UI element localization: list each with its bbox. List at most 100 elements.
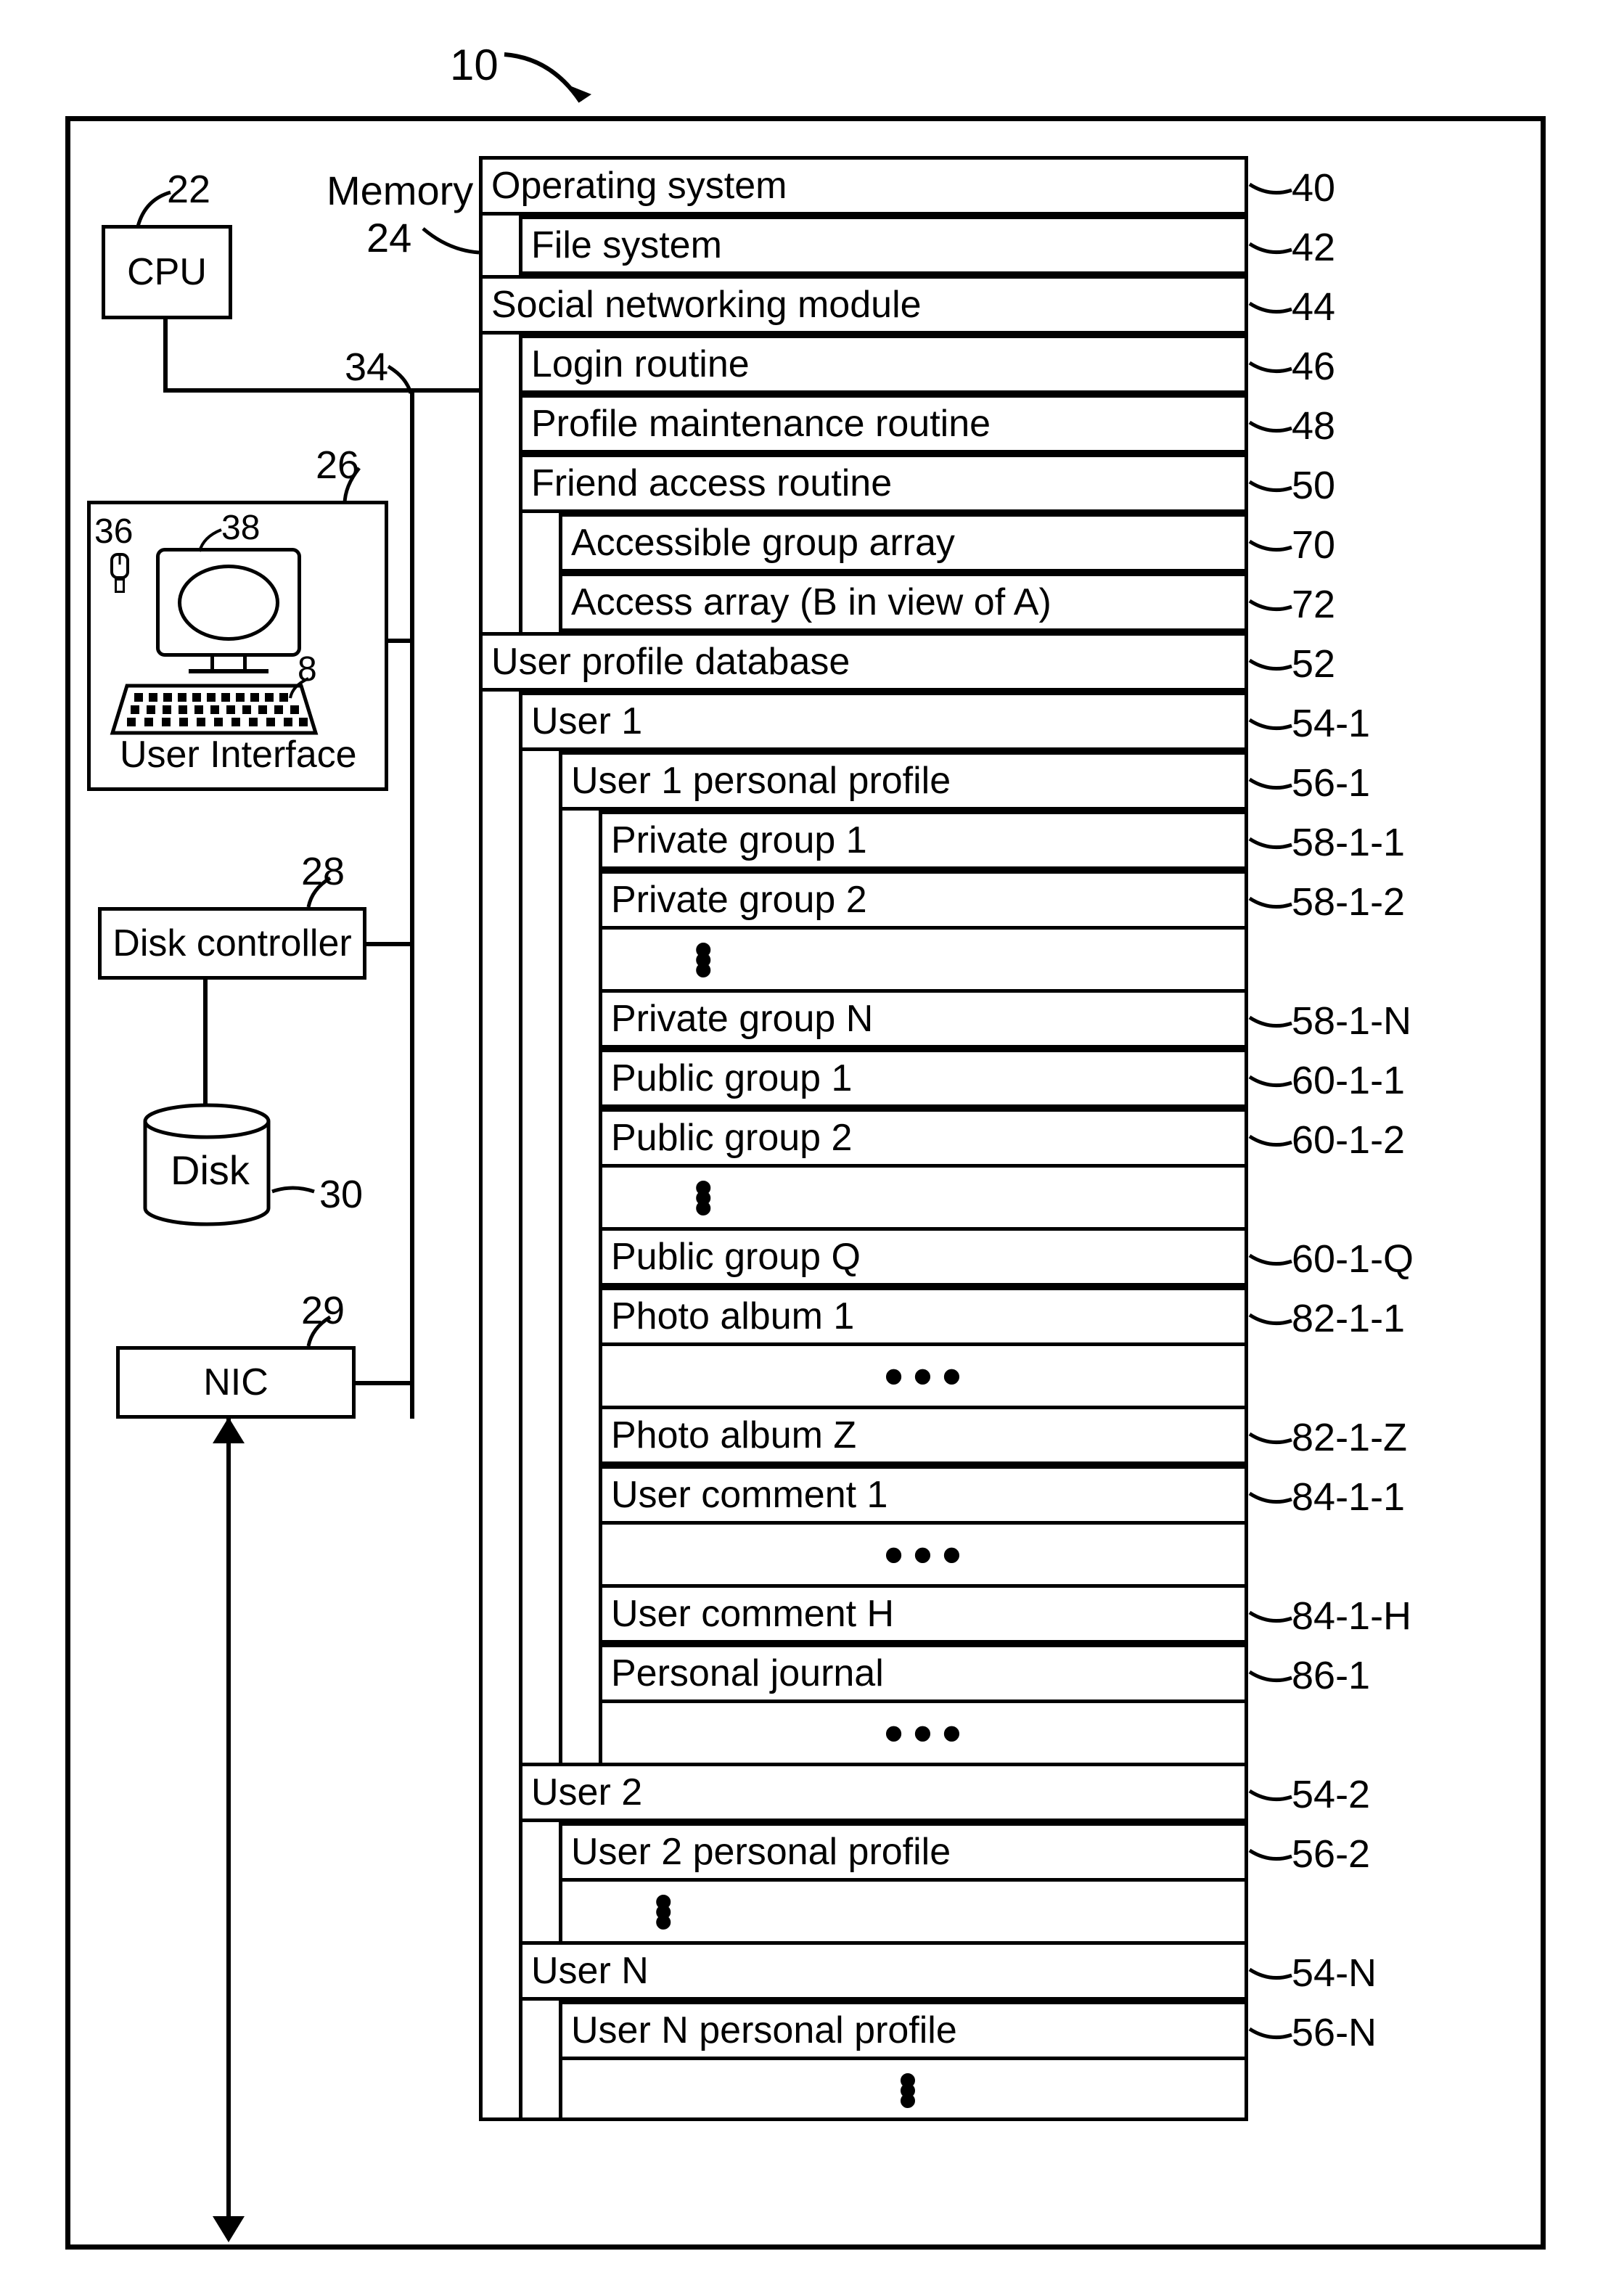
memory-ref-num: 82-1-1 — [1292, 1296, 1405, 1341]
memory-ref-num: 42 — [1292, 225, 1335, 270]
disk-ref: 30 — [319, 1172, 363, 1217]
indent-line — [559, 513, 562, 632]
memory-ref-num: 54-1 — [1292, 701, 1370, 746]
memory-row: Login routine — [519, 335, 1248, 394]
memory-row-text: User comment H — [611, 1592, 894, 1636]
memory-row-text: User profile database — [491, 640, 850, 684]
diagram-canvas: 10 22 CPU Memory 24 34 26 User Interface… — [0, 0, 1603, 2296]
keyboard-icon — [109, 682, 319, 740]
memory-leader — [419, 225, 485, 268]
nic-arrow-down — [213, 2213, 245, 2242]
memory-row-text: File system — [531, 224, 722, 267]
mouse-base — [115, 578, 125, 593]
memory-row: Accessible group array — [559, 513, 1248, 573]
diskctrl-label: Disk controller — [112, 922, 351, 965]
indent-line — [559, 2001, 562, 2120]
memory-ref-num: 84-1-1 — [1292, 1475, 1405, 1520]
memory-row: User comment 1 — [599, 1465, 1248, 1525]
memory-row: Private group N — [599, 989, 1248, 1049]
disk-label: Disk — [171, 1147, 250, 1194]
memory-row: Private group 1 — [599, 811, 1248, 870]
diskctrl-to-disk — [203, 980, 208, 1107]
memory-ref-num: 56-2 — [1292, 1832, 1370, 1877]
cpu-label: CPU — [127, 250, 207, 294]
indent-line — [559, 1822, 562, 1941]
memory-row: User comment H — [599, 1584, 1248, 1644]
diskctrl-box: Disk controller — [98, 907, 366, 980]
memory-ref-num: 72 — [1292, 582, 1335, 627]
memory-label: Memory — [327, 167, 473, 214]
memory-row-text: Photo album 1 — [611, 1295, 854, 1338]
memory-row-text: Public group 2 — [611, 1116, 852, 1160]
memory-row: File system — [519, 216, 1248, 275]
cpu-down — [163, 319, 168, 392]
bus-leader — [385, 363, 421, 399]
memory-row-text: Public group 1 — [611, 1057, 852, 1100]
memory-ref-num: 56-N — [1292, 2010, 1377, 2055]
memory-row-text: Photo album Z — [611, 1414, 856, 1457]
memory-ref-num: 56-1 — [1292, 760, 1370, 805]
disk-leader — [271, 1183, 321, 1205]
memory-ref-num: 58-1-N — [1292, 999, 1411, 1044]
memory-ref-num: 70 — [1292, 522, 1335, 567]
monitor-screen — [178, 565, 279, 641]
nic-to-bus — [356, 1381, 414, 1385]
memory-ref-num: 54-2 — [1292, 1772, 1370, 1817]
bus-line — [410, 388, 414, 1419]
memory-row: Photo album Z — [599, 1406, 1248, 1465]
memory-row: User 2 — [519, 1763, 1248, 1822]
indent-line — [519, 335, 522, 632]
memory-row-text: Private group N — [611, 997, 873, 1041]
memory-row-text: Public group Q — [611, 1235, 861, 1279]
memory-row-text: Login routine — [531, 343, 750, 386]
memory-row-text: Access array (B in view of A) — [571, 581, 1051, 624]
memory-row-text: User N personal profile — [571, 2009, 957, 2052]
memory-row: ••• — [599, 1168, 1248, 1227]
memory-row: User 1 personal profile — [559, 751, 1248, 811]
nic-box: NIC — [116, 1346, 356, 1419]
memory-row: Photo album 1 — [599, 1287, 1248, 1346]
memory-row: ••• — [559, 1882, 1248, 1941]
memory-ref-num: 46 — [1292, 344, 1335, 389]
memory-row-text: Accessible group array — [571, 521, 955, 565]
memory-row: User profile database — [479, 632, 1248, 692]
bus-to-mem — [410, 388, 483, 393]
memory-row: Public group 1 — [599, 1049, 1248, 1108]
memory-row-text: User 2 — [531, 1771, 642, 1814]
memory-ref-num: 86-1 — [1292, 1653, 1370, 1698]
memory-row-text: Social networking module — [491, 283, 922, 327]
memory-ref-num: 58-1-2 — [1292, 880, 1405, 924]
nic-arrow-line — [226, 1419, 231, 2239]
memory-row: Social networking module — [479, 275, 1248, 335]
memory-row: Public group Q — [599, 1227, 1248, 1287]
memory-row-text: User 1 — [531, 700, 642, 743]
memory-ref-num: 52 — [1292, 641, 1335, 686]
memory-ref: 24 — [366, 214, 411, 261]
memory-ref-num: 82-1-Z — [1292, 1415, 1407, 1460]
indent-line — [519, 692, 522, 2120]
nic-label: NIC — [203, 1361, 268, 1404]
memory-row-text: Profile maintenance routine — [531, 402, 991, 446]
memory-row: Friend access routine — [519, 454, 1248, 513]
memory-row-text: Private group 1 — [611, 819, 867, 862]
indent-line — [599, 811, 602, 1763]
memory-row: Operating system — [479, 156, 1248, 216]
memory-row: ••• — [599, 1703, 1248, 1763]
memory-row-text: Operating system — [491, 164, 787, 208]
mouse-ref: 36 — [94, 512, 133, 552]
memory-ref-num: 60-1-1 — [1292, 1058, 1405, 1103]
memory-row: Access array (B in view of A) — [559, 573, 1248, 632]
memory-row: Profile maintenance routine — [519, 394, 1248, 454]
memory-ref-num: 84-1-H — [1292, 1594, 1411, 1639]
memory-row-text: User N — [531, 1949, 649, 1993]
ui-to-bus — [388, 639, 414, 643]
memory-row: ••• — [599, 1525, 1248, 1584]
monitor-ref: 38 — [221, 508, 260, 548]
cpu-box: CPU — [102, 225, 232, 319]
memory-row: ••• — [599, 1346, 1248, 1406]
memory-row: User N — [519, 1941, 1248, 2001]
indent-line — [519, 216, 522, 275]
indent-line — [479, 156, 483, 2120]
memory-ref-num: 58-1-1 — [1292, 820, 1405, 865]
indent-line — [559, 751, 562, 1763]
